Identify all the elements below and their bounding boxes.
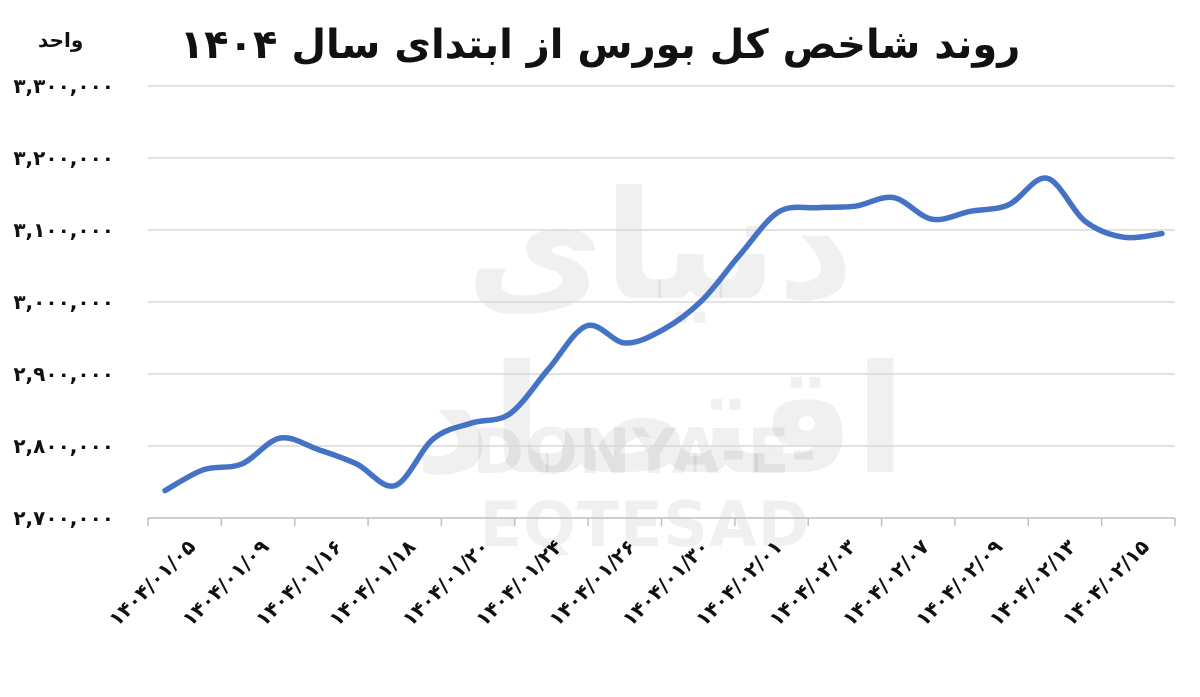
watermark-text: DONYA-E-EQTESAD <box>472 415 818 561</box>
x-axis <box>147 517 1176 526</box>
y-tick-labels: ۲,۷۰۰,۰۰۰ ۲,۸۰۰,۰۰۰ ۲,۹۰۰,۰۰۰ ۳,۰۰۰,۰۰۰ ۳,۱۰… <box>13 74 114 530</box>
x-tick-labels: ۱۴۰۴/۰۱/۰۵۱۴۰۴/۰۱/۰۹۱۴۰۴/۰۱/۱۶۱۴۰۴/۰۱/۱۸… <box>104 535 1154 631</box>
chart-title: روند شاخص کل بورس از ابتدای سال ۱۴۰۴ <box>179 22 1021 68</box>
y-tick-label: ۳,۲۰۰,۰۰۰ <box>13 146 114 170</box>
y-tick-label: ۳,۰۰۰,۰۰۰ <box>13 290 114 314</box>
y-tick-label: ۳,۳۰۰,۰۰۰ <box>13 74 114 98</box>
series-line <box>162 175 1165 494</box>
y-axis-unit-label: واحد <box>38 28 84 52</box>
y-tick-label: ۲,۷۰۰,۰۰۰ <box>13 506 114 530</box>
series-layer <box>162 175 1165 494</box>
y-tick-label: ۳,۱۰۰,۰۰۰ <box>13 218 114 242</box>
y-tick-label: ۲,۹۰۰,۰۰۰ <box>13 362 114 386</box>
gridlines <box>148 85 1175 447</box>
y-tick-label: ۲,۸۰۰,۰۰۰ <box>13 434 114 458</box>
